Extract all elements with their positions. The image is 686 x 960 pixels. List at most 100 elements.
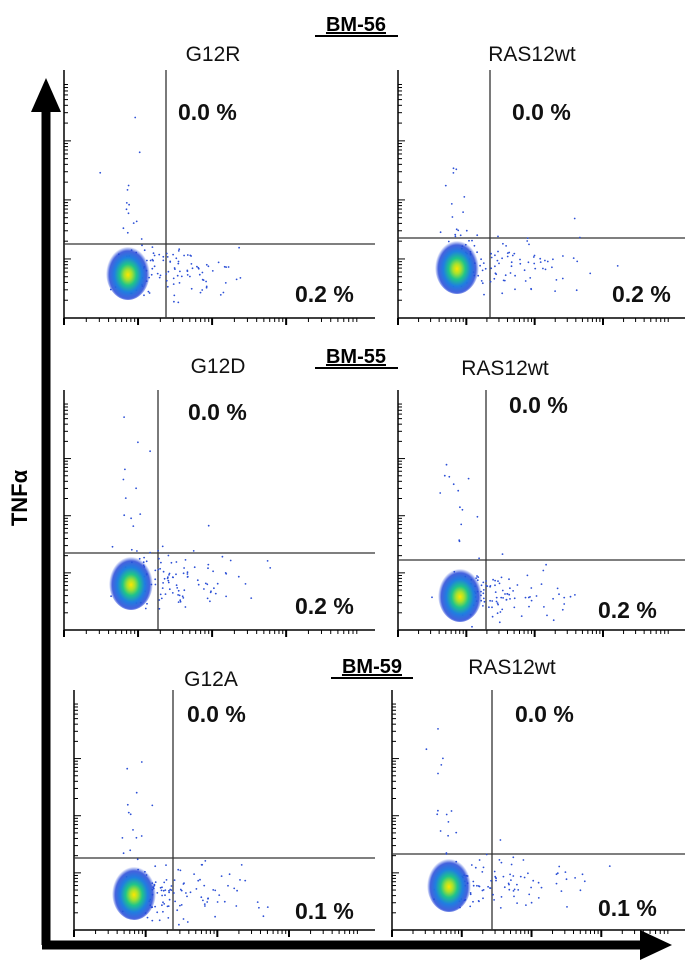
event-dot <box>554 290 556 292</box>
event-dot <box>152 246 154 248</box>
event-dot <box>99 172 101 174</box>
event-dot <box>235 905 237 907</box>
event-dot <box>509 598 511 600</box>
cell-population-density <box>435 238 479 294</box>
event-dot <box>462 211 464 213</box>
event-dot <box>519 263 521 265</box>
event-dot <box>448 476 450 478</box>
event-dot <box>445 185 447 187</box>
x-axis-arrowhead <box>640 930 672 960</box>
event-dot <box>545 269 547 271</box>
event-dot <box>183 589 185 591</box>
event-dot <box>447 835 449 837</box>
event-dot <box>230 560 232 562</box>
event-dot <box>152 259 154 261</box>
event-dot <box>483 262 485 264</box>
event-dot <box>451 810 453 812</box>
event-dot <box>446 853 448 855</box>
event-dot <box>482 282 484 284</box>
event-dot <box>490 267 492 269</box>
event-dot <box>448 821 450 823</box>
event-dot <box>540 261 542 263</box>
upper-right-percent: 0.0 % <box>187 701 246 727</box>
event-dot <box>485 580 487 582</box>
cell-population-density <box>112 864 156 920</box>
event-dot <box>446 814 448 816</box>
event-dot <box>209 600 211 602</box>
event-dot <box>166 879 168 881</box>
event-dot <box>529 277 531 279</box>
event-dot <box>124 469 126 471</box>
event-dot <box>176 584 178 586</box>
event-dot <box>161 598 163 600</box>
event-dot <box>203 588 205 590</box>
cell-population-density <box>438 566 482 622</box>
event-dot <box>479 859 481 861</box>
event-dot <box>503 280 505 282</box>
event-dot <box>492 894 494 896</box>
donor-label-bm56: BM-56 <box>326 14 386 36</box>
event-dot <box>481 280 483 282</box>
event-dot <box>174 267 176 269</box>
event-dot <box>171 562 173 564</box>
event-dot <box>494 580 496 582</box>
event-dot <box>176 909 178 911</box>
event-dot <box>478 901 480 903</box>
event-dot <box>436 813 438 815</box>
event-dot <box>204 903 206 905</box>
event-dot <box>501 577 503 579</box>
event-dot <box>446 464 448 466</box>
event-dot <box>182 597 184 599</box>
event-dot <box>147 917 149 919</box>
event-dot <box>214 890 216 892</box>
event-dot <box>168 582 170 584</box>
event-dot <box>576 261 578 263</box>
event-dot <box>201 864 203 866</box>
event-dot <box>165 864 167 866</box>
event-dot <box>166 253 168 255</box>
event-dot <box>161 886 163 888</box>
event-dot <box>173 278 175 280</box>
event-dot <box>558 593 560 595</box>
event-dot <box>530 587 532 589</box>
event-dot <box>517 584 519 586</box>
event-dot <box>576 289 578 291</box>
event-dot <box>491 606 493 608</box>
event-dot <box>501 292 503 294</box>
event-dot <box>182 595 184 597</box>
event-dot <box>178 250 180 252</box>
event-dot <box>149 552 151 554</box>
event-dot <box>494 254 496 256</box>
event-dot <box>154 255 156 257</box>
event-dot <box>137 858 139 860</box>
event-dot <box>206 287 208 289</box>
event-dot <box>127 232 129 234</box>
event-dot <box>129 849 131 851</box>
event-dot <box>580 889 582 891</box>
event-dot <box>543 606 545 608</box>
event-dot <box>453 483 455 485</box>
event-dot <box>174 901 176 903</box>
event-dot <box>512 875 514 877</box>
event-dot <box>250 597 252 599</box>
event-dot <box>579 237 581 239</box>
event-dot <box>508 883 510 885</box>
event-dot <box>541 887 543 889</box>
event-dot <box>556 883 558 885</box>
event-dot <box>240 277 242 279</box>
event-dot <box>476 885 478 887</box>
event-dot <box>534 268 536 270</box>
event-dot <box>455 832 457 834</box>
event-dot <box>154 906 156 908</box>
event-dot <box>172 592 174 594</box>
event-dot <box>165 593 167 595</box>
event-dot <box>156 911 158 913</box>
event-dot <box>197 880 199 882</box>
event-dot <box>558 866 560 868</box>
event-dot <box>198 268 200 270</box>
event-dot <box>233 888 235 890</box>
event-dot <box>128 212 130 214</box>
event-dot <box>187 571 189 573</box>
event-dot <box>206 901 208 903</box>
event-dot <box>514 889 516 891</box>
